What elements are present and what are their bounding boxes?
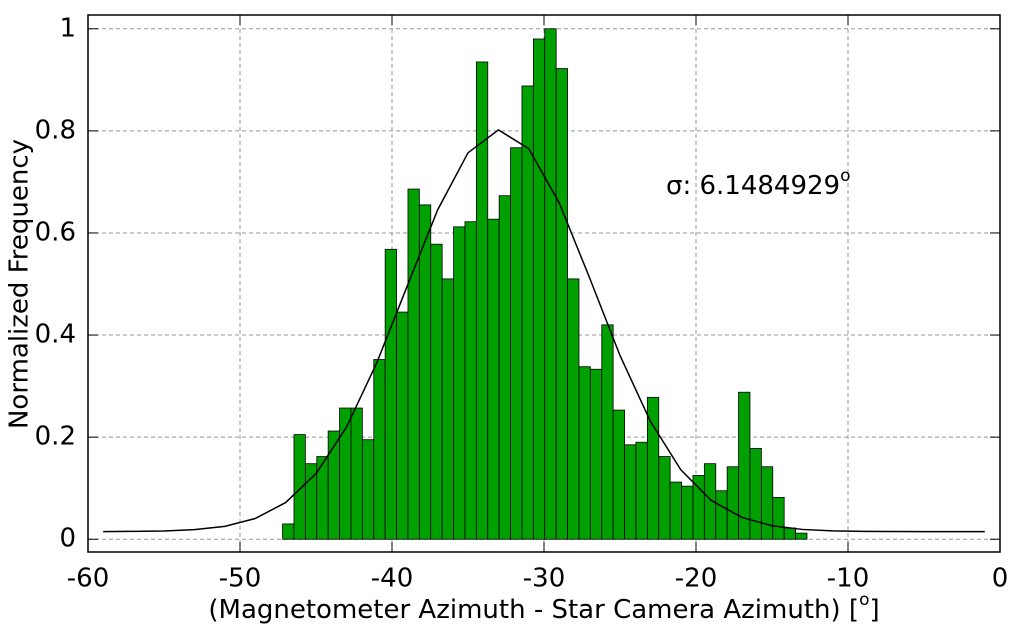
bar [293, 434, 306, 540]
bar [589, 368, 603, 540]
y-tick-label: 0 [59, 524, 76, 554]
bar [760, 466, 774, 540]
bar [384, 248, 397, 540]
bar [669, 481, 682, 540]
bar [430, 243, 443, 540]
bar [715, 490, 728, 540]
bar [453, 226, 466, 540]
bar [418, 204, 432, 540]
bar [555, 68, 568, 540]
x-tick-label: -20 [675, 564, 717, 594]
bar [510, 147, 523, 540]
bar [544, 28, 557, 540]
bar [498, 195, 511, 540]
bar [612, 409, 625, 540]
plot-frame [87, 14, 1001, 553]
annotation-text: σ: 6.1484929 [666, 171, 840, 201]
x-tick-label: -10 [827, 564, 869, 594]
bar [578, 366, 591, 540]
bar [635, 441, 648, 540]
bar [783, 527, 796, 540]
bar [441, 278, 454, 540]
bar [487, 218, 500, 540]
bar [532, 38, 546, 540]
bar [407, 188, 420, 540]
bar [772, 496, 785, 540]
x-axis-label-superscript: o [859, 590, 869, 610]
bar [726, 466, 739, 540]
bar [361, 439, 375, 540]
bar [396, 311, 409, 540]
y-tick-label: 0.8 [35, 115, 76, 145]
x-tick-label: -30 [523, 564, 565, 594]
fit-curve [103, 128, 985, 533]
bar [692, 475, 705, 540]
x-tick-label: -60 [67, 564, 109, 594]
bar [795, 532, 808, 540]
bar [681, 485, 694, 540]
bar [464, 221, 477, 540]
bar [749, 447, 762, 540]
y-tick-label: 1 [59, 13, 76, 43]
x-tick-label: 0 [992, 564, 1009, 594]
bar [350, 407, 363, 540]
x-tick-label: -40 [371, 564, 413, 594]
annotation-superscript: o [840, 166, 850, 186]
bar [624, 444, 637, 540]
x-axis-label-text: (Magnetometer Azimuth - Star Camera Azim… [208, 595, 859, 625]
y-tick-label: 0.2 [35, 422, 76, 452]
annotation: σ: 6.1484929o [666, 166, 851, 201]
bar [567, 278, 580, 540]
y-axis-label: Normalized Frequency [5, 139, 35, 429]
x-axis-label-text: ] [869, 595, 879, 625]
x-axis-label: (Magnetometer Azimuth - Star Camera Azim… [208, 590, 879, 625]
bar [282, 523, 295, 540]
x-tick-label: -50 [219, 564, 261, 594]
bar [658, 456, 671, 540]
bar [475, 61, 489, 540]
y-tick-label: 0.6 [35, 217, 76, 247]
y-tick-label: 0.4 [35, 320, 76, 350]
bar [373, 359, 386, 540]
bar [601, 324, 614, 540]
